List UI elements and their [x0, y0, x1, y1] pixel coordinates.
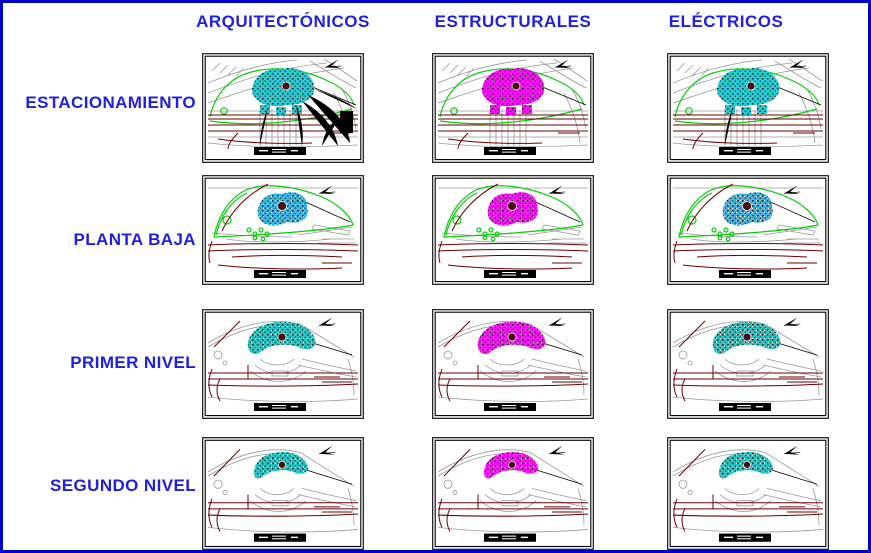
site-plan-drawing: [202, 309, 364, 419]
site-plan-drawing: [432, 437, 594, 550]
plan-thumbnail-primer-nivel-estructurales: [432, 309, 594, 419]
site-plan-drawing: [432, 53, 594, 163]
site-plan-drawing: [667, 53, 829, 163]
site-plan-drawing: [202, 437, 364, 550]
plan-thumbnail-primer-nivel-electricos: [667, 309, 829, 419]
site-plan-drawing: [667, 175, 829, 285]
plan-thumbnail-segundo-nivel-estructurales: [432, 437, 594, 550]
row-label-estacionamiento: ESTACIONAMIENTO: [25, 93, 196, 112]
column-header-arquitectonicos: ARQUITECTÓNICOS: [196, 12, 370, 31]
plan-thumbnail-planta-baja-electricos: [667, 175, 829, 285]
site-plan-drawing: [667, 309, 829, 419]
row-label-primer-nivel: PRIMER NIVEL: [70, 353, 196, 372]
plan-thumbnail-primer-nivel-arquitectonicos: [202, 309, 364, 419]
site-plan-drawing: [202, 175, 364, 285]
plan-thumbnail-estacionamiento-estructurales: [432, 53, 594, 163]
plan-thumbnail-planta-baja-arquitectonicos: [202, 175, 364, 285]
plan-thumbnail-segundo-nivel-electricos: [667, 437, 829, 550]
site-plan-drawing: [432, 309, 594, 419]
plan-thumbnail-estacionamiento-arquitectonicos: [202, 53, 364, 163]
plan-thumbnail-estacionamiento-electricos: [667, 53, 829, 163]
site-plan-drawing: [202, 53, 364, 163]
site-plan-drawing: [667, 437, 829, 550]
column-header-estructurales: ESTRUCTURALES: [434, 12, 592, 31]
column-header-electricos: ELÉCTRICOS: [668, 12, 784, 31]
plan-thumbnail-segundo-nivel-arquitectonicos: [202, 437, 364, 550]
site-plan-drawing: [432, 175, 594, 285]
row-label-segundo-nivel: SEGUNDO NIVEL: [50, 476, 196, 495]
row-label-planta-baja: PLANTA BAJA: [73, 230, 196, 249]
plan-thumbnail-planta-baja-estructurales: [432, 175, 594, 285]
